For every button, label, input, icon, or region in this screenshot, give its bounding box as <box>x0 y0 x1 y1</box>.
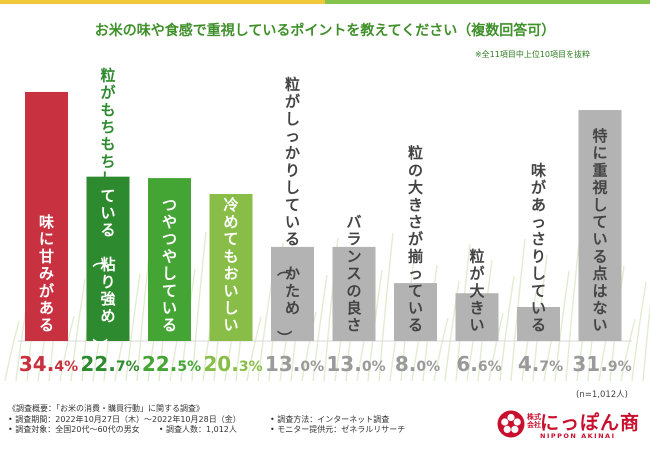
bar <box>271 246 314 341</box>
value-label: 20.3% <box>203 352 262 376</box>
rice-stalk <box>59 315 75 382</box>
rice-stalk <box>620 318 636 382</box>
bar-chart: 味に甘みがある34.4%粒がもちもちしている（粘り強め）22.7%つやつやしてい… <box>4 66 650 382</box>
bar-group: 味に甘みがある 34.4% <box>19 91 78 376</box>
survey-target-row: • 調査対象：全国20代～60代の男女 • 調査人数：1,012人 <box>8 425 241 436</box>
category-label: 味があっさりしている <box>531 161 547 334</box>
bar <box>25 91 68 341</box>
bar <box>332 246 376 341</box>
value-label: 22.5% <box>142 352 201 376</box>
bar-group: 冷めてもおいしい 20.3% <box>203 194 263 376</box>
survey-footer: 《調査概要：「お米の消費・購買行動」に関する調査》 • 調査期間：2022年10… <box>8 404 405 436</box>
brand-kabushiki: 株式 <box>527 413 541 421</box>
bar <box>517 306 560 341</box>
rice-stalk <box>191 231 207 382</box>
value-label: 6.6% <box>456 352 501 376</box>
rice-stalk <box>631 281 647 382</box>
category-label: 粒の大きさが揃っている <box>408 144 424 334</box>
bar-group: 特に重視している点はない 31.9% <box>572 110 632 376</box>
company-logo: 株式 会社 にっぽん商 NIPPON AKINAI <box>497 408 647 444</box>
rice-stalk <box>70 278 86 382</box>
survey-period: • 調査期間：2022年10月27日（木）～2022年10月28日（金） <box>8 414 241 424</box>
rice-stalk <box>246 316 262 382</box>
survey-count: • 調査人数：1,012人 <box>158 425 237 434</box>
flower-logo-icon <box>497 410 525 438</box>
survey-provider: • モニター提供元：ゼネラルリサーチ <box>270 425 406 434</box>
sample-size-label: (n=1,012人) <box>576 390 628 400</box>
rice-stalk <box>499 275 515 382</box>
bar <box>578 110 622 341</box>
bar-group: つやつやしている 22.5% <box>142 178 201 376</box>
bar <box>209 194 253 341</box>
rice-stalk <box>378 232 394 382</box>
rice-stalk <box>433 317 449 382</box>
rice-stalk <box>554 270 570 382</box>
value-label: 13.0% <box>265 352 324 376</box>
category-label: バランスの良さ <box>346 213 361 334</box>
value-label: 4.7% <box>518 352 563 376</box>
brand-kabushiki-kaisha: 株式 会社 <box>527 413 541 429</box>
rice-stalk <box>444 280 460 382</box>
top-band-yellow <box>0 0 325 4</box>
category-label: 粒がもちもちしている（粘り強め） <box>90 66 116 353</box>
bar <box>394 283 437 341</box>
category-label: つやつやしている <box>162 196 177 334</box>
value-label: 8.0% <box>395 352 440 376</box>
chart-note: ※全11項目中上位10項目を抜粋 <box>474 50 590 59</box>
value-label: 22.7% <box>80 352 139 376</box>
bar-group: 粒がしっかりしている（かため） 13.0% <box>265 75 324 376</box>
brand-sub: NIPPON AKINAI <box>540 432 616 440</box>
rice-stalk <box>312 274 328 382</box>
rice-stalk <box>4 320 20 382</box>
category-label: 特に重視している点はない <box>591 127 607 334</box>
category-label: 味に甘みがある <box>39 213 55 334</box>
survey-overview: 《調査概要：「お米の消費・購買行動」に関する調査》 <box>8 404 204 413</box>
survey-target: • 調査対象：全国20代～60代の男女 <box>8 425 140 434</box>
bar-group: 粒の大きさが揃っている 8.0% <box>394 144 440 376</box>
value-label: 34.4% <box>19 352 78 376</box>
brand-kaisha: 会社 <box>527 421 541 429</box>
bar-group: 味があっさりしている 4.7% <box>517 161 563 376</box>
survey-method: • 調査方法：インターネット調査 <box>270 414 390 424</box>
rice-stalk <box>488 312 504 382</box>
rice-stalk <box>257 279 273 382</box>
value-label: 13.0% <box>326 352 385 376</box>
category-label: 粒が大きい <box>469 247 485 334</box>
category-label: 粒がしっかりしている（かため） <box>275 75 301 345</box>
rice-stalk <box>301 311 317 382</box>
rice-stalk <box>642 301 650 382</box>
category-label: 冷めてもおいしい <box>223 196 238 334</box>
bar-group: 粒が大きい 6.6% <box>455 247 502 376</box>
brand-name: にっぽん商 <box>540 412 641 434</box>
top-band-green <box>325 0 650 4</box>
bar-group: バランスの良さ 13.0% <box>326 213 385 376</box>
bar <box>455 293 499 341</box>
bar <box>148 178 191 341</box>
value-label: 31.9% <box>572 352 631 376</box>
bar <box>86 176 130 341</box>
rice-stalk <box>565 233 581 382</box>
chart-title: お米の味や食感で重視しているポイントを教えてください（複数回答可） <box>94 23 556 39</box>
rice-stalk <box>125 273 141 382</box>
bar-group: 粒がもちもちしている（粘り強め）22.7% <box>80 66 139 376</box>
